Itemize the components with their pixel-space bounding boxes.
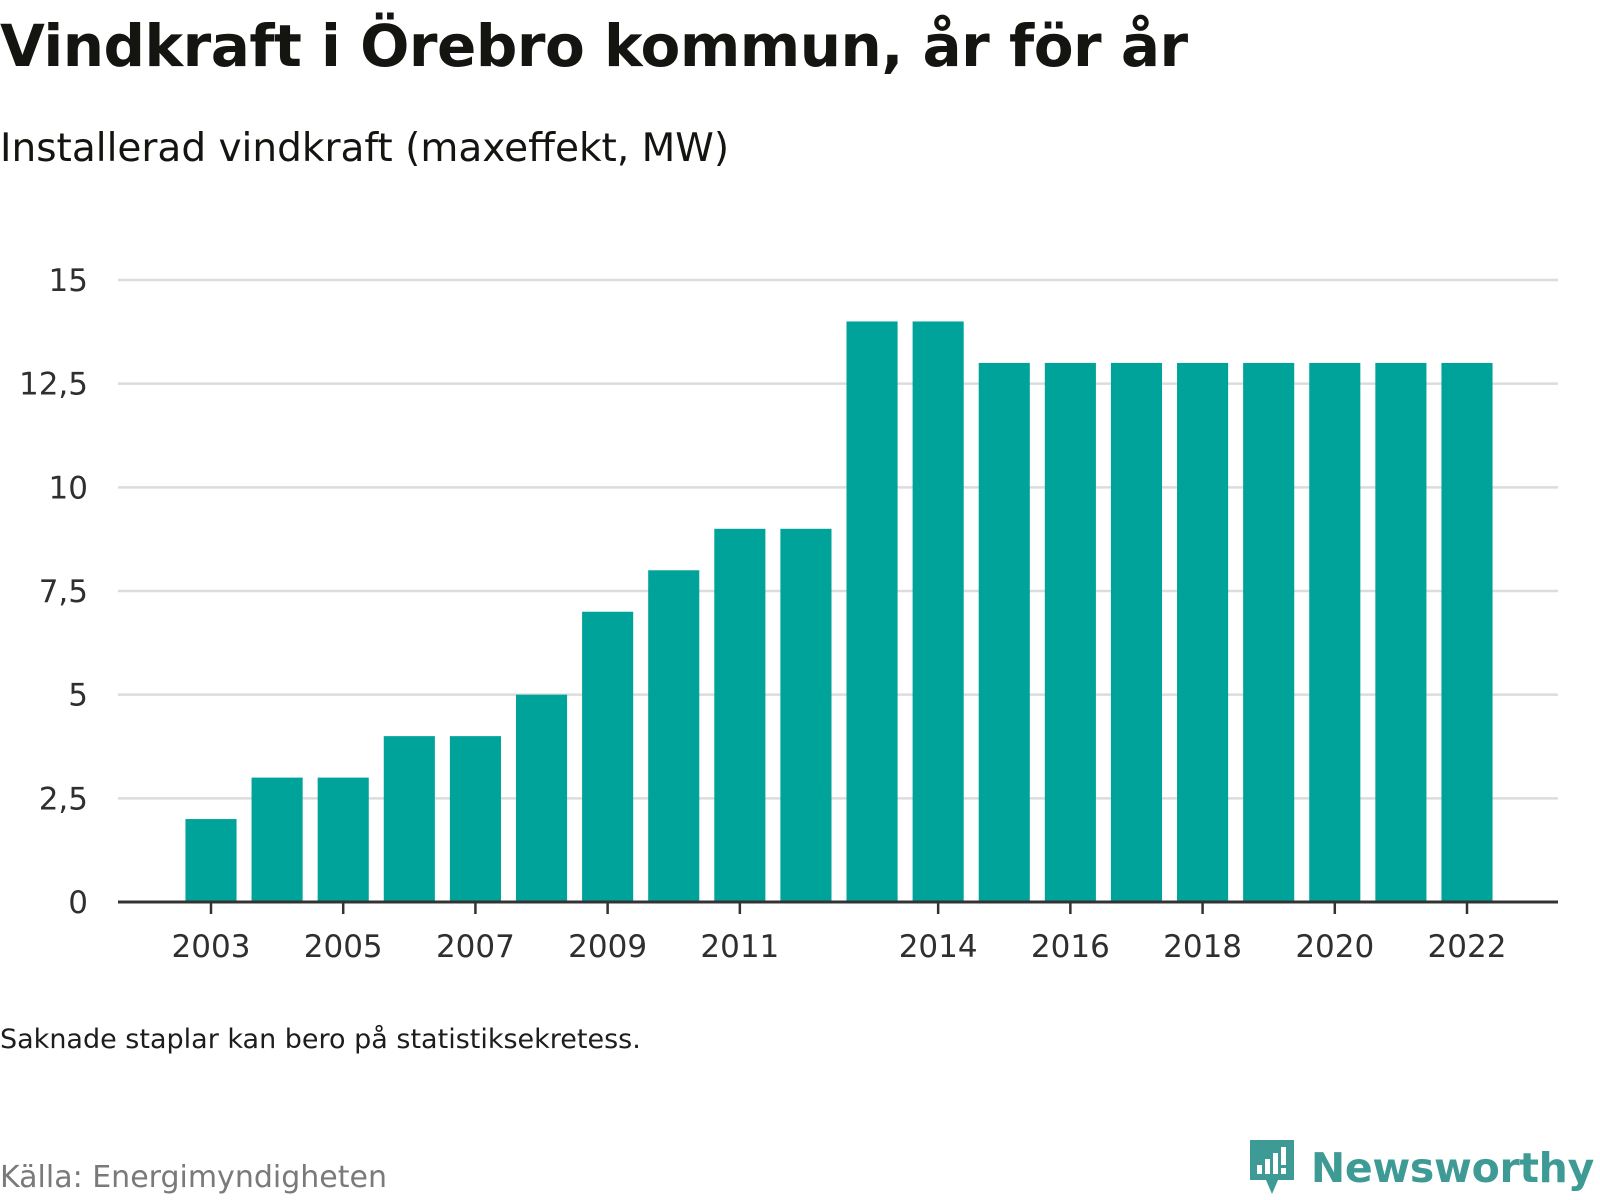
- x-tick-label: 2016: [1031, 929, 1110, 965]
- bar-chart: 0 2,5 5 7,5 10 12,5 15 2003 2005 2007 2009 2011 201…: [19, 263, 1558, 965]
- brand-logo: Newsworthy: [1247, 1138, 1594, 1198]
- x-tick-label: 2014: [899, 929, 978, 965]
- newsworthy-logo-icon: [1249, 1140, 1294, 1194]
- chart-title: Vindkraft i Örebro kommun, år för år: [0, 12, 1188, 80]
- bar-2004: [251, 777, 303, 902]
- y-tick-label: 2,5: [39, 781, 88, 817]
- y-tick-label: 10: [49, 470, 88, 506]
- bar-2019: [1243, 362, 1295, 902]
- y-tick-label: 15: [49, 263, 88, 299]
- bars: [185, 321, 1493, 902]
- bar-2011: [714, 528, 766, 902]
- bar-2008: [515, 694, 568, 902]
- x-tick-label: 2011: [700, 929, 779, 965]
- x-tick-label: 2018: [1163, 929, 1242, 965]
- bar-2022: [1441, 362, 1493, 902]
- y-tick-label: 5: [68, 678, 88, 714]
- x-tick-label: 2007: [436, 929, 515, 965]
- x-axis-labels: 2003 2005 2007 2009 2011 2014 2016 2018 2020 2022: [172, 929, 1507, 965]
- bar-2020: [1309, 362, 1361, 902]
- bar-2009: [582, 611, 634, 902]
- x-tick-label: 2022: [1428, 929, 1507, 965]
- bar-2006: [383, 736, 435, 902]
- y-tick-label: 7,5: [39, 574, 88, 610]
- bar-2015: [978, 362, 1030, 902]
- chart-subtitle: Installerad vindkraft (maxeffekt, MW): [0, 126, 730, 171]
- x-axis: [118, 900, 1558, 914]
- x-tick-label: 2005: [304, 929, 383, 965]
- bar-2007: [449, 736, 501, 902]
- bar-2005: [317, 777, 369, 902]
- bar-2003: [185, 819, 237, 902]
- bar-2021: [1375, 362, 1427, 902]
- bar-2018: [1177, 362, 1229, 902]
- bar-2017: [1110, 362, 1163, 902]
- x-tick-label: 2020: [1295, 929, 1374, 965]
- bar-2010: [648, 570, 700, 902]
- source-credit: Källa: Energimyndigheten: [0, 1160, 387, 1195]
- x-tick-label: 2003: [172, 929, 251, 965]
- y-tick-label: 0: [68, 885, 88, 921]
- brand-name: Newsworthy: [1310, 1144, 1594, 1192]
- bar-2014: [912, 321, 964, 902]
- bar-2013: [846, 321, 898, 902]
- bar-2016: [1044, 362, 1096, 902]
- footnote: Saknade staplar kan bero på statistiksek…: [0, 1024, 641, 1055]
- bar-2012: [780, 528, 832, 902]
- y-axis-labels: 0 2,5 5 7,5 10 12,5 15: [19, 263, 88, 921]
- y-tick-label: 12,5: [19, 367, 88, 403]
- x-tick-label: 2009: [568, 929, 647, 965]
